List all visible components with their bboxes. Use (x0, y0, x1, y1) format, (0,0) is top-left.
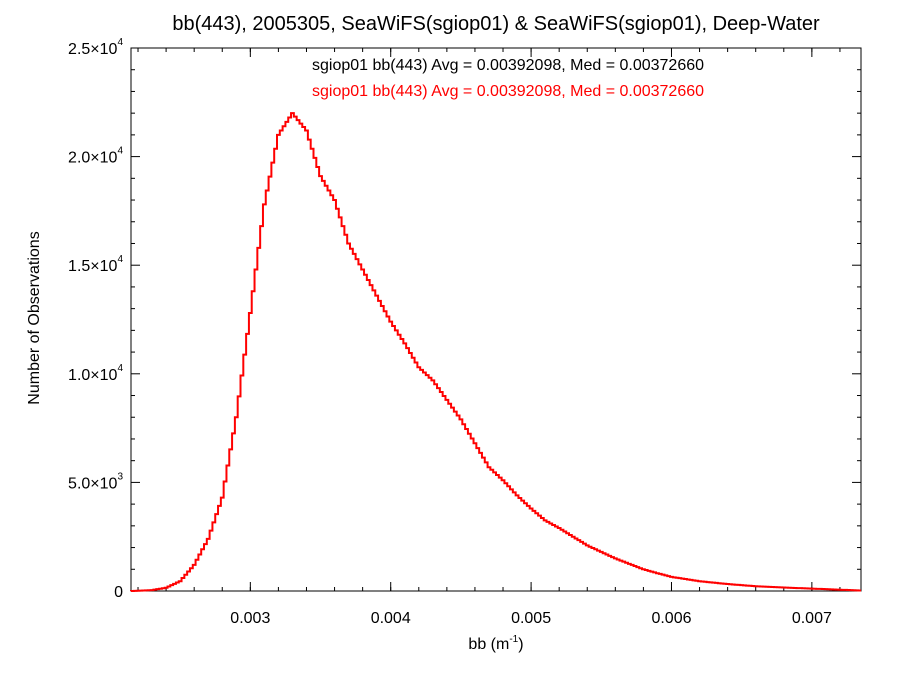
legend: sgiop01 bb(443) Avg = 0.00392098, Med = … (312, 57, 704, 100)
x-axis: 0.003 0.004 0.005 0.006 0.007 (230, 48, 832, 627)
histogram-line (130, 112, 861, 592)
x-tick-label: 0.005 (511, 610, 551, 627)
legend-entry: sgiop01 bb(443) Avg = 0.00392098, Med = … (312, 57, 704, 74)
chart-title: bb(443), 2005305, SeaWiFS(sgiop01) & Sea… (172, 13, 820, 35)
minor-ticks (131, 48, 861, 591)
x-tick-label: 0.006 (651, 610, 691, 627)
legend-entry: sgiop01 bb(443) Avg = 0.00392098, Med = … (312, 83, 704, 100)
x-tick-label: 0.004 (371, 610, 411, 627)
y-tick-label: 2.5×104 (68, 37, 123, 58)
y-tick-label: 1.5×104 (68, 254, 123, 275)
histogram-series (130, 112, 861, 592)
y-tick-label: 0 (114, 584, 123, 601)
x-tick-label: 0.007 (792, 610, 832, 627)
y-tick-label: 2.0×104 (68, 146, 123, 167)
x-tick-label: 0.003 (230, 610, 270, 627)
y-axis-label: Number of Observations (26, 231, 43, 404)
y-tick-label: 1.0×104 (68, 363, 123, 384)
y-axis: 0 5.0×103 1.0×104 1.5×104 2.0×104 2.5×104 (68, 37, 861, 601)
y-tick-label: 5.0×103 (68, 471, 123, 492)
plot-frame (130, 47, 862, 592)
x-axis-label: bb (m-1) (468, 634, 523, 653)
